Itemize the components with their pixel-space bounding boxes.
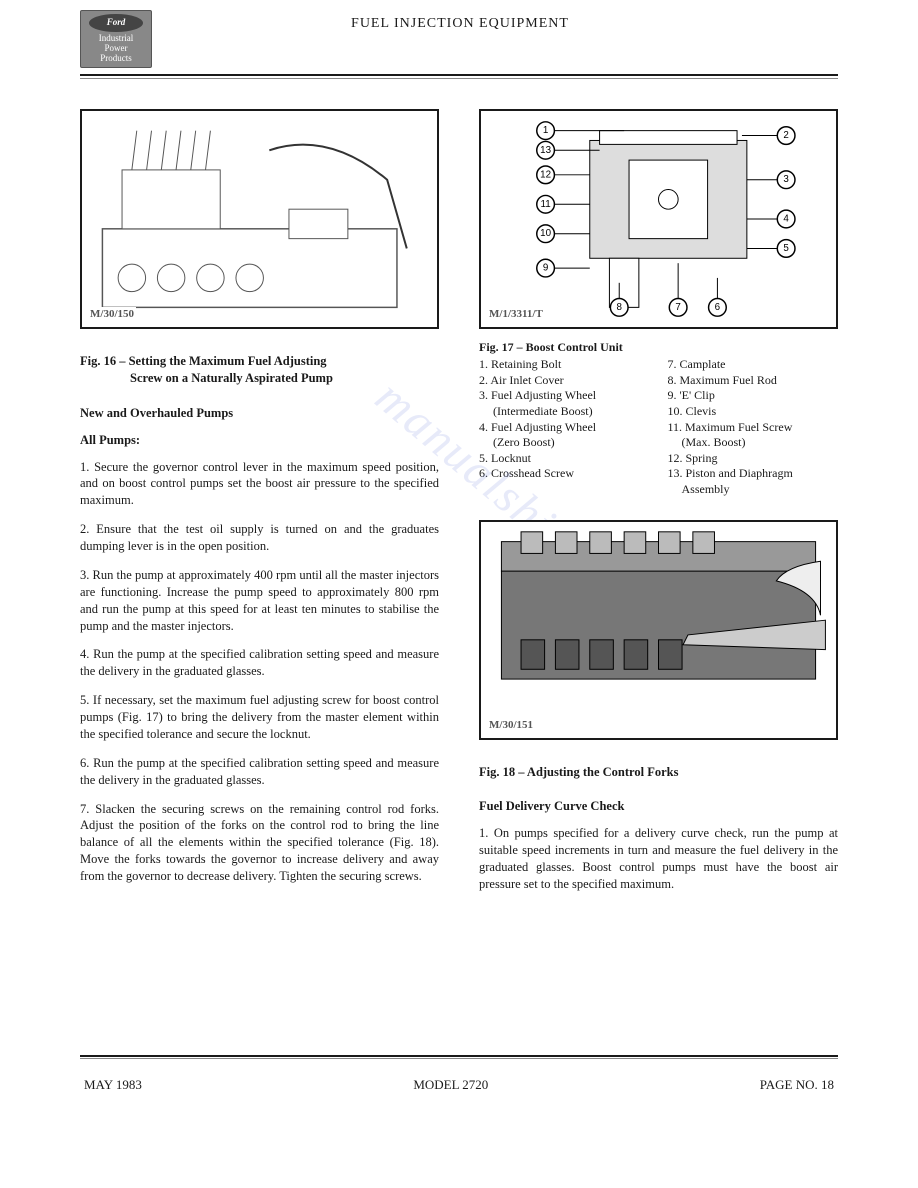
figure-16: M/30/150 [80, 109, 439, 329]
subhead-fuel-delivery: Fuel Delivery Curve Check [479, 798, 838, 815]
logo-line-3: Products [100, 54, 132, 64]
figure-16-ref: M/30/150 [88, 307, 136, 322]
right-column: 1 2 3 4 5 6 7 8 9 10 11 12 13 M/1/3311/T [479, 109, 838, 905]
part-13: 13. Piston and Diaphragm [668, 466, 839, 482]
header-rule-thick [80, 74, 838, 76]
part-6: 6. Crosshead Screw [479, 466, 650, 482]
part-3b: (Intermediate Boost) [479, 404, 650, 420]
page-header: Ford Industrial Power Products FUEL INJE… [80, 10, 838, 68]
figure-17: 1 2 3 4 5 6 7 8 9 10 11 12 13 M/1/3311/T [479, 109, 838, 329]
left-column: M/30/150 Fig. 16 – Setting the Maximum F… [80, 109, 439, 905]
part-8: 8. Maximum Fuel Rod [668, 373, 839, 389]
page-title: FUEL INJECTION EQUIPMENT [152, 10, 768, 32]
svg-text:12: 12 [540, 169, 551, 180]
part-4b: (Zero Boost) [479, 435, 650, 451]
part-2: 2. Air Inlet Cover [479, 373, 650, 389]
part-3: 3. Fuel Adjusting Wheel [479, 388, 650, 404]
figure-18: M/30/151 [479, 520, 838, 740]
callout-11: 11 [537, 195, 555, 213]
figure-17-parts-list: Fig. 17 – Boost Control Unit 1. Retainin… [479, 339, 838, 498]
callout-3: 3 [777, 171, 795, 189]
callout-1: 1 [537, 122, 555, 140]
parts-list-left: Fig. 17 – Boost Control Unit 1. Retainin… [479, 339, 650, 498]
left-step-3: 3. Run the pump at approximately 400 rpm… [80, 567, 439, 635]
svg-text:10: 10 [540, 228, 551, 239]
svg-text:9: 9 [543, 263, 548, 274]
figure-16-caption: Fig. 16 – Setting the Maximum Fuel Adjus… [80, 353, 439, 387]
callout-4: 4 [777, 210, 795, 228]
figure-16-caption-b: Screw on a Naturally Aspirated Pump [130, 370, 439, 387]
svg-text:1: 1 [543, 125, 548, 136]
subhead-all-pumps: All Pumps: [80, 432, 439, 449]
left-step-1: 1. Secure the governor control lever in … [80, 459, 439, 510]
figure-17-ref: M/1/3311/T [487, 307, 545, 322]
callout-10: 10 [537, 225, 555, 243]
callout-2: 2 [777, 127, 795, 145]
part-9: 9. 'E' Clip [668, 388, 839, 404]
part-11: 11. Maximum Fuel Screw [668, 420, 839, 436]
svg-text:4: 4 [783, 214, 789, 225]
svg-text:13: 13 [540, 145, 551, 156]
callout-9: 9 [537, 259, 555, 277]
footer-rule-thin [80, 1058, 838, 1059]
part-7: 7. Camplate [668, 357, 839, 373]
ford-logo: Ford Industrial Power Products [80, 10, 152, 68]
figure-17-svg: 1 2 3 4 5 6 7 8 9 10 11 12 13 [481, 111, 836, 327]
callout-7: 7 [669, 299, 687, 317]
ford-logo-oval: Ford [89, 14, 143, 32]
part-10: 10. Clevis [668, 404, 839, 420]
footer-date: MAY 1983 [84, 1077, 142, 1093]
svg-text:7: 7 [675, 302, 680, 313]
parts-list-right: . 7. Camplate 8. Maximum Fuel Rod 9. 'E'… [668, 339, 839, 498]
subhead-new-pumps: New and Overhauled Pumps [80, 405, 439, 422]
footer-model: MODEL 2720 [413, 1077, 488, 1093]
footer-rule-thick [80, 1055, 838, 1057]
callout-8: 8 [610, 299, 628, 317]
svg-text:3: 3 [783, 174, 789, 185]
callout-5: 5 [777, 240, 795, 258]
figure-17-title: Fig. 17 – Boost Control Unit [479, 339, 650, 355]
svg-text:5: 5 [783, 243, 789, 254]
svg-text:6: 6 [715, 302, 721, 313]
svg-text:11: 11 [541, 199, 551, 210]
header-rule-thin [80, 78, 838, 79]
part-5: 5. Locknut [479, 451, 650, 467]
left-step-4: 4. Run the pump at the specified calibra… [80, 646, 439, 680]
right-step-1: 1. On pumps specified for a delivery cur… [479, 825, 838, 893]
left-step-6: 6. Run the pump at the specified calibra… [80, 755, 439, 789]
figure-16-svg [82, 111, 437, 327]
svg-text:8: 8 [617, 302, 623, 313]
svg-text:2: 2 [783, 130, 788, 141]
part-1: 1. Retaining Bolt [479, 357, 650, 373]
part-11b: (Max. Boost) [668, 435, 839, 451]
figure-18-svg [481, 522, 836, 738]
part-13b: Assembly [668, 482, 839, 498]
page-footer: MAY 1983 MODEL 2720 PAGE NO. 18 [80, 1077, 838, 1093]
figure-18-caption: Fig. 18 – Adjusting the Control Forks [479, 764, 838, 781]
left-step-5: 5. If necessary, set the maximum fuel ad… [80, 692, 439, 743]
callout-12: 12 [537, 166, 555, 184]
part-12: 12. Spring [668, 451, 839, 467]
page: manualshive.com Ford Industrial Power Pr… [0, 0, 918, 1188]
callout-6: 6 [709, 299, 727, 317]
figure-16-caption-a: Fig. 16 – Setting the Maximum Fuel Adjus… [80, 354, 327, 368]
left-step-2: 2. Ensure that the test oil supply is tu… [80, 521, 439, 555]
left-step-7: 7. Slacken the securing screws on the re… [80, 801, 439, 885]
content-columns: M/30/150 Fig. 16 – Setting the Maximum F… [80, 109, 838, 905]
figure-18-ref: M/30/151 [487, 718, 535, 733]
callout-13: 13 [537, 141, 555, 159]
part-4: 4. Fuel Adjusting Wheel [479, 420, 650, 436]
footer-page: PAGE NO. 18 [760, 1077, 834, 1093]
